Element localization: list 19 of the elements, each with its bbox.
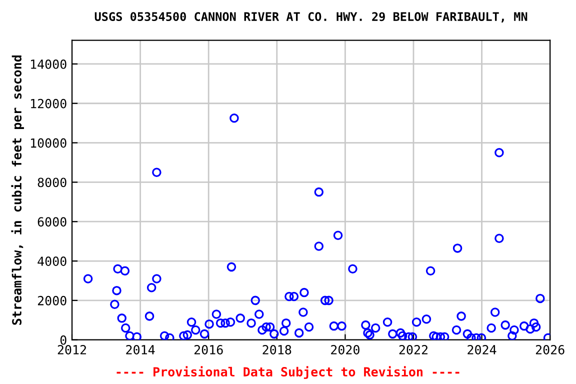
x-tick-label: 2026 (536, 344, 564, 354)
text: ---- Provisional Data Subject to Revision ---- (116, 366, 460, 379)
y-tick-label: 4000 (38, 256, 66, 266)
y-tick-label: 2000 (38, 296, 66, 306)
x-tick-label: 2016 (194, 344, 223, 354)
x-tick-label: 2024 (468, 344, 496, 354)
y-axis-title: Streamflow, in cubic feet per second (11, 56, 24, 325)
chart-title: USGS 05354500 CANNON RIVER AT CO. HWY. 29 BELOW FARIBAULT, MN (94, 12, 528, 23)
x-tick-label: 2012 (58, 344, 86, 354)
y-tick-label: 8000 (38, 178, 66, 188)
y-tick-label: 10000 (31, 138, 66, 148)
x-tick-label: 2018 (262, 344, 292, 354)
y-tick-label: 14000 (31, 59, 66, 69)
y-tick-label: 12000 (31, 98, 66, 108)
y-tick-label: 0 (60, 335, 66, 345)
x-tick-label: 2014 (126, 344, 155, 354)
y-tick-label: 6000 (38, 217, 66, 227)
x-tick-label: 2022 (399, 344, 428, 354)
x-tick-label: 2020 (331, 344, 360, 354)
